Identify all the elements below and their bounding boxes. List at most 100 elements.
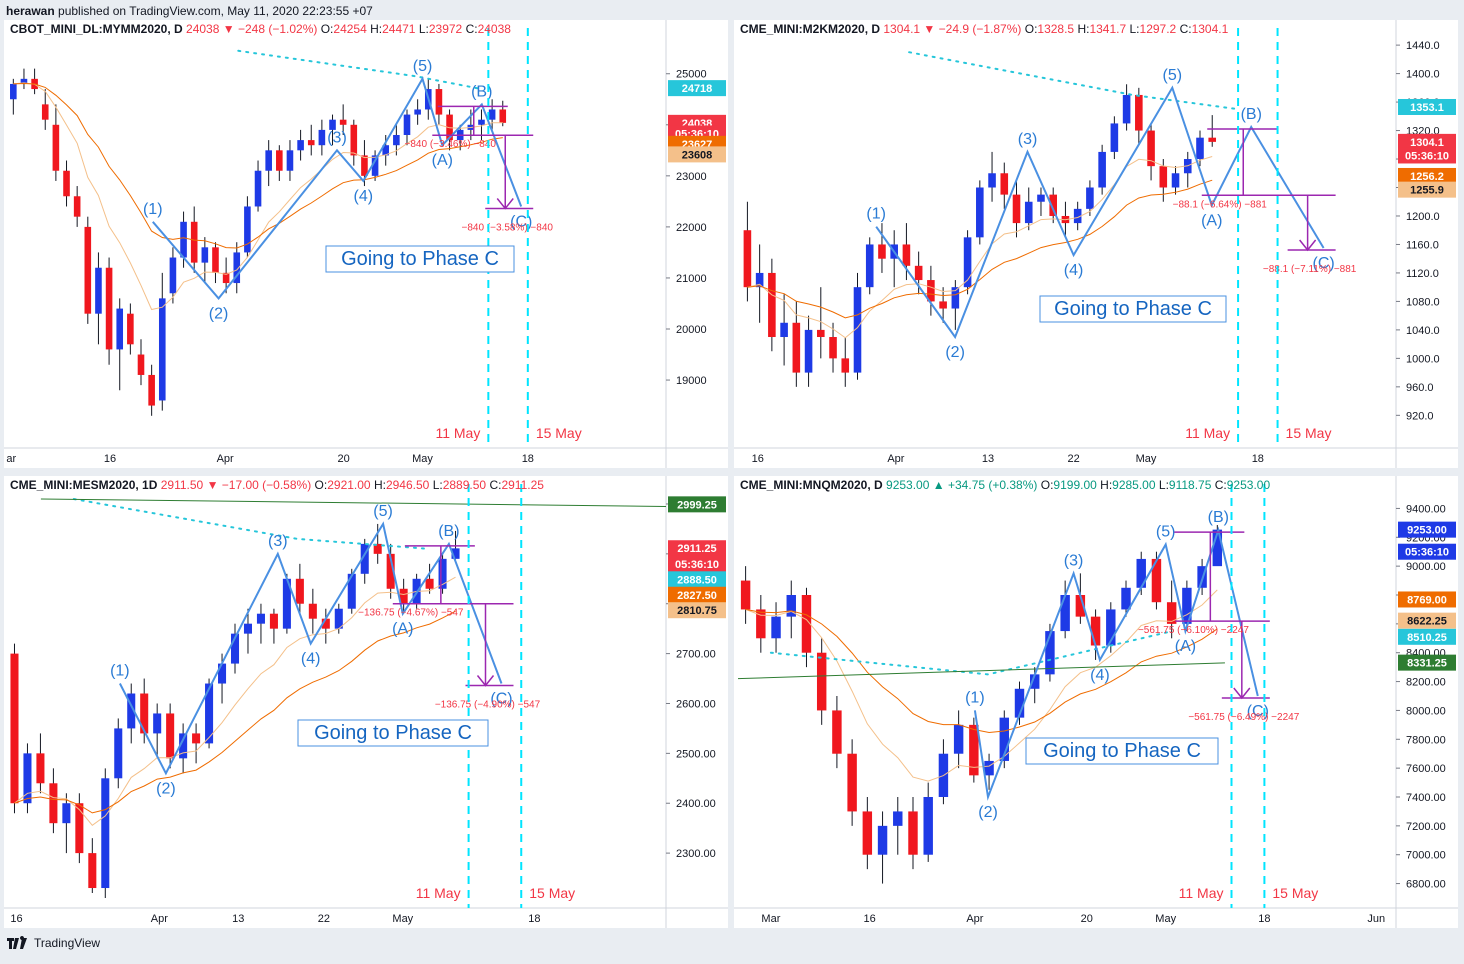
- annotation-text: Going to Phase C: [314, 722, 472, 744]
- candle: [841, 358, 850, 373]
- candle: [41, 104, 49, 120]
- wave-label: (2): [945, 344, 965, 361]
- tradingview-logo-icon[interactable]: [6, 936, 28, 950]
- candle: [192, 733, 201, 744]
- price-tag-label: 05:36:10: [1405, 150, 1449, 162]
- x-tick-label: Apr: [151, 913, 168, 925]
- y-tick-label: 1200.0: [1406, 211, 1440, 223]
- candle: [212, 247, 219, 273]
- candle: [1029, 674, 1040, 689]
- candle: [166, 713, 175, 759]
- candle: [1196, 137, 1204, 160]
- y-tick-label: 20000: [676, 324, 707, 336]
- candle: [180, 221, 187, 258]
- candle: [222, 272, 230, 284]
- candle: [499, 109, 507, 123]
- price-tag: [668, 146, 726, 163]
- x-tick-label: 20: [1081, 913, 1093, 925]
- date-marker-label: 15 May: [1286, 425, 1332, 441]
- chart-panel-mym[interactable]: CBOT_MINI_DL:MYMM2020, D 24038 ▼ −248 (−…: [4, 20, 728, 468]
- y-tick-label: 25000: [676, 69, 707, 81]
- candle: [1049, 194, 1057, 216]
- y-tick-label: 2600.00: [676, 698, 716, 710]
- candle: [321, 618, 330, 629]
- wave-label: (A): [1201, 212, 1222, 229]
- date-marker-label: 11 May: [1185, 425, 1230, 441]
- candle: [101, 778, 110, 889]
- annotation-text: Going to Phase C: [1054, 298, 1212, 320]
- x-tick-label: 18: [1252, 453, 1264, 465]
- wave-label: (A): [432, 152, 453, 169]
- candle: [286, 150, 294, 171]
- candle: [114, 728, 123, 779]
- candle: [1075, 595, 1086, 617]
- brand-name[interactable]: TradingView: [34, 936, 101, 950]
- candle: [127, 313, 134, 345]
- candle: [350, 124, 358, 156]
- candle: [817, 329, 825, 338]
- candle: [1212, 529, 1223, 567]
- author-name[interactable]: herawan: [6, 4, 55, 18]
- candle: [792, 322, 801, 373]
- moving-average-line: [13, 82, 503, 311]
- x-tick-label: 16: [752, 453, 764, 465]
- chart-svg[interactable]: 920.0 960.0 1000.0 1040.0 1080.0 1120.0 1160.0…: [734, 20, 1458, 468]
- candle: [862, 811, 873, 855]
- moving-average-line: [14, 576, 456, 826]
- candle: [969, 724, 979, 776]
- elliott-wave-line: [875, 85, 1325, 340]
- price-tag-label: 23608: [682, 149, 713, 161]
- candle: [847, 753, 857, 812]
- chart-svg[interactable]: 6800.00 7000.00 7200.00 7400.00 7600.00 7800.…: [734, 476, 1458, 928]
- x-tick-label: Apr: [887, 453, 904, 465]
- candle: [804, 329, 813, 373]
- x-tick-label: May: [1155, 913, 1176, 925]
- measure-arrow-head: [496, 198, 514, 210]
- chart-panel-m2k[interactable]: CME_MINI:M2KM2020, D 1304.1 ▼ −24.9 (−1.…: [734, 20, 1458, 468]
- chart-panel-mes[interactable]: CME_MINI:MESM2020, 1D 2911.50 ▼ −17.00 (…: [4, 476, 728, 928]
- candle: [137, 354, 145, 375]
- price-tag: [668, 80, 726, 97]
- candle: [1208, 137, 1217, 142]
- candle: [1073, 208, 1082, 224]
- candle: [218, 663, 227, 684]
- candle: [984, 760, 994, 776]
- measure-arrow-head: [1233, 687, 1251, 700]
- candle: [1098, 151, 1106, 188]
- candle: [1122, 94, 1131, 124]
- candle: [140, 693, 149, 734]
- price-tag: [1398, 543, 1456, 560]
- candle: [158, 298, 166, 401]
- candle: [832, 710, 842, 754]
- date-marker-label: 15 May: [536, 425, 582, 441]
- chart-svg[interactable]: 19000200002100022000230002400025000ar16A…: [4, 20, 728, 468]
- candle: [63, 170, 70, 197]
- price-tag-label: 1255.9: [1410, 185, 1444, 197]
- y-tick-label: 19000: [676, 375, 707, 387]
- measure-label: −88.1 (−6.64%) −881: [1173, 199, 1268, 210]
- wave-label: (4): [301, 651, 321, 668]
- candle: [902, 244, 911, 266]
- candle: [865, 244, 874, 288]
- y-tick-label: 7000.00: [1406, 850, 1446, 862]
- wave-label: (2): [978, 804, 998, 821]
- moving-average-line: [745, 608, 1218, 734]
- dotted-ma-line: [908, 51, 1240, 111]
- y-tick-label: 920.0: [1406, 410, 1434, 422]
- wave-label: (B): [471, 83, 492, 100]
- candle: [49, 783, 58, 824]
- candle: [10, 653, 19, 804]
- price-tag-label: 05:36:10: [1405, 547, 1449, 559]
- candle: [853, 287, 862, 373]
- chart-panel-mnq[interactable]: CME_MINI:MNQM2020, D 9253.00 ▲ +34.75 (+…: [734, 476, 1458, 928]
- wave-label: (3): [268, 533, 288, 550]
- candle: [399, 588, 408, 604]
- candle: [988, 173, 996, 188]
- wave-label: (C): [490, 691, 512, 708]
- chart-svg[interactable]: 2300.002400.002500.002600.002700.002800.…: [4, 476, 728, 928]
- candle: [893, 811, 903, 826]
- candle: [393, 135, 400, 146]
- price-tag: [1398, 591, 1456, 608]
- candle: [435, 89, 443, 115]
- candle: [923, 797, 933, 855]
